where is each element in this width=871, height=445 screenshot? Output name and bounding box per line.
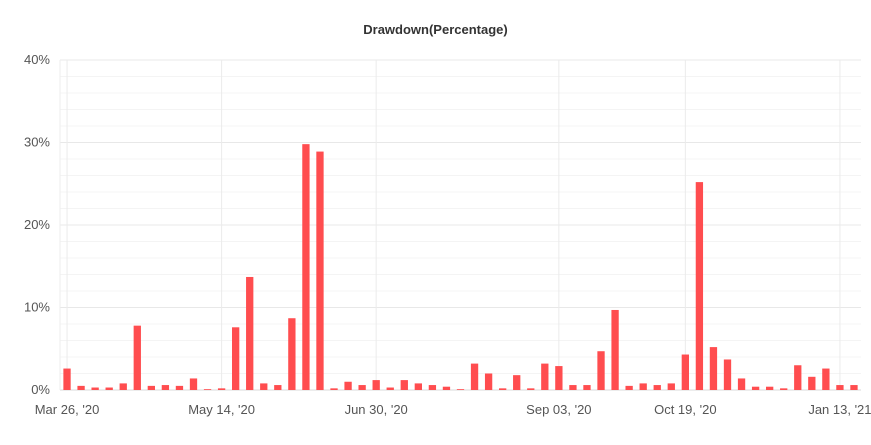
bar bbox=[161, 385, 170, 390]
bar bbox=[723, 359, 732, 390]
bar bbox=[63, 368, 71, 390]
bar bbox=[751, 386, 760, 390]
bar bbox=[822, 368, 830, 390]
x-tick-label: Oct 19, '20 bbox=[654, 402, 716, 417]
bar bbox=[133, 325, 141, 390]
bar bbox=[639, 383, 647, 390]
x-tick-label: May 14, '20 bbox=[188, 402, 255, 417]
bar bbox=[737, 378, 746, 390]
bar bbox=[386, 387, 394, 390]
bar bbox=[499, 388, 507, 390]
bar bbox=[147, 385, 155, 390]
bar bbox=[442, 386, 451, 390]
bar bbox=[653, 385, 661, 390]
bar bbox=[217, 388, 226, 390]
bar bbox=[105, 387, 113, 390]
bar-layer bbox=[63, 144, 858, 390]
bar bbox=[414, 383, 422, 390]
bar bbox=[709, 347, 718, 390]
grid-layer bbox=[59, 59, 861, 391]
bar bbox=[808, 376, 816, 390]
bar bbox=[372, 380, 380, 390]
y-tick-label: 0% bbox=[31, 382, 50, 397]
bar bbox=[302, 144, 310, 390]
y-tick-label: 40% bbox=[24, 52, 50, 67]
bar bbox=[527, 388, 535, 390]
bar bbox=[344, 381, 352, 390]
bar bbox=[316, 151, 324, 390]
bar bbox=[91, 387, 99, 390]
bar bbox=[766, 386, 774, 390]
bar bbox=[836, 385, 844, 390]
bar bbox=[288, 318, 296, 390]
bar bbox=[274, 385, 282, 390]
y-tick-label: 20% bbox=[24, 217, 50, 232]
x-tick-label: Jan 13, '21 bbox=[808, 402, 871, 417]
bar bbox=[484, 373, 493, 390]
bar bbox=[513, 375, 521, 390]
y-tick-label: 10% bbox=[24, 300, 50, 315]
y-tick-label: 30% bbox=[24, 135, 50, 150]
bar bbox=[667, 383, 675, 390]
bar bbox=[794, 365, 802, 390]
bar bbox=[400, 380, 408, 390]
x-tick-label: Jun 30, '20 bbox=[345, 402, 408, 417]
bar bbox=[330, 388, 338, 390]
bar bbox=[456, 389, 465, 390]
bar bbox=[611, 309, 619, 390]
bar bbox=[625, 385, 633, 390]
bar bbox=[569, 385, 577, 390]
bar bbox=[203, 389, 212, 390]
bar bbox=[541, 363, 549, 390]
x-tick-label: Sep 03, '20 bbox=[526, 402, 591, 417]
bar bbox=[555, 366, 563, 390]
bar bbox=[175, 385, 184, 390]
bar bbox=[246, 276, 254, 390]
bar bbox=[232, 327, 240, 390]
bar bbox=[597, 351, 605, 390]
bar bbox=[358, 385, 366, 390]
bar bbox=[583, 385, 591, 390]
bar bbox=[695, 182, 704, 390]
bar bbox=[119, 383, 127, 390]
bar bbox=[850, 385, 858, 390]
x-tick-label: Mar 26, '20 bbox=[35, 402, 100, 417]
bar bbox=[189, 378, 198, 390]
bar bbox=[260, 383, 268, 390]
bar bbox=[428, 385, 437, 390]
bar bbox=[681, 354, 689, 390]
chart-title: Drawdown(Percentage) bbox=[363, 22, 508, 37]
bar bbox=[77, 385, 85, 390]
bar bbox=[470, 363, 479, 390]
bar bbox=[780, 388, 788, 390]
axis-layer: 0% 10% 20% 30% 40% Mar 26, '20 May 14, '20 Jun … bbox=[24, 52, 871, 417]
